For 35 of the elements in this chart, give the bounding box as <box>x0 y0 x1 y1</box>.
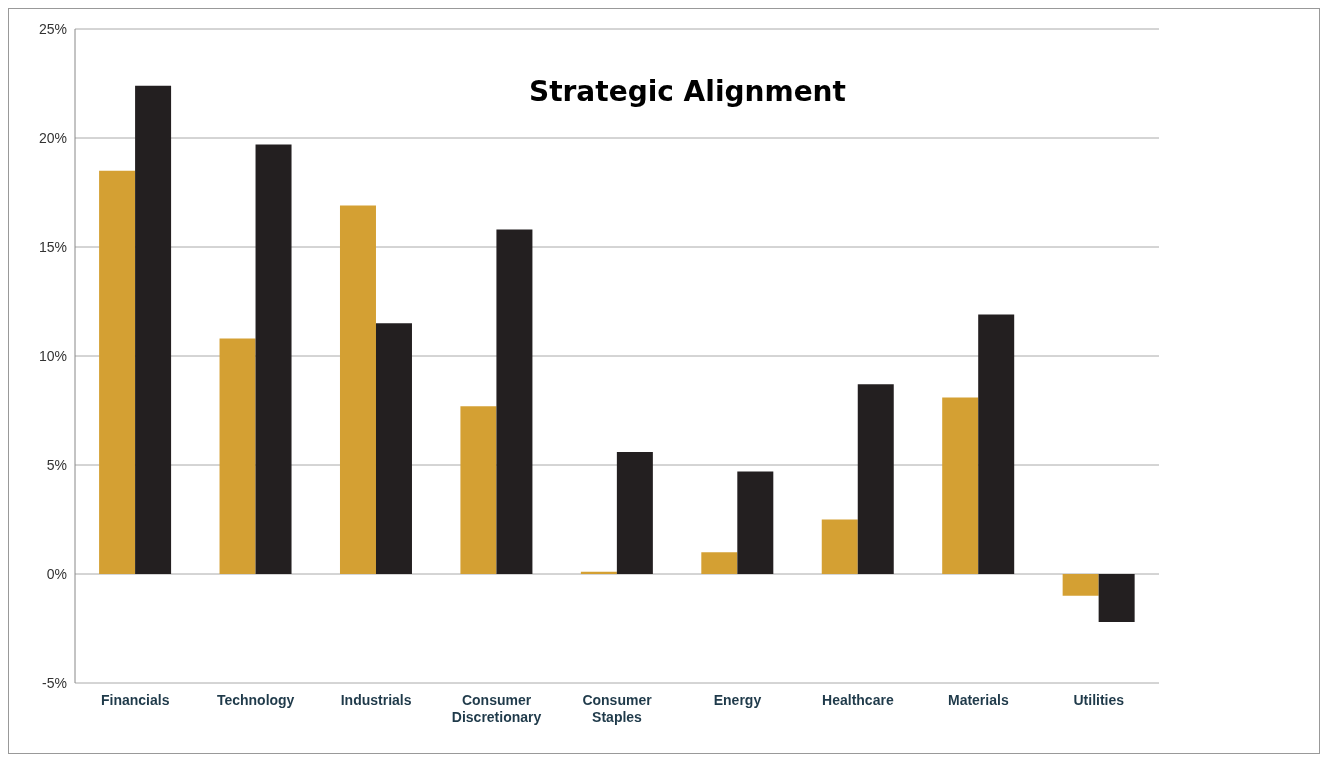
y-tick-label: 15% <box>38 238 67 255</box>
x-tick-label: Utilities <box>1073 692 1125 708</box>
bar <box>496 229 533 574</box>
x-tick-label: Financials <box>100 692 170 708</box>
bar <box>375 323 412 574</box>
x-tick-label: Energy <box>713 692 762 708</box>
bar <box>1098 574 1135 622</box>
bar <box>460 406 497 574</box>
bar <box>701 552 738 574</box>
x-tick-label: Consumer Staples <box>582 692 653 725</box>
x-tick-label: Industrials <box>340 692 412 708</box>
y-tick-label: -5% <box>42 674 67 691</box>
bar <box>857 384 894 574</box>
y-tick-label: 25% <box>38 20 67 37</box>
y-tick-label: 0% <box>46 565 67 582</box>
y-tick-label: 5% <box>46 456 67 473</box>
y-tick-label: 20% <box>38 129 67 146</box>
bar <box>942 397 979 574</box>
bar <box>616 451 653 574</box>
bar <box>99 170 136 574</box>
x-tick-label: Materials <box>947 692 1009 708</box>
bar <box>255 144 292 574</box>
y-tick-label: 10% <box>38 347 67 364</box>
bar <box>1062 574 1099 596</box>
x-tick-label: Technology <box>216 692 295 708</box>
bar <box>821 519 858 574</box>
bar <box>339 205 376 574</box>
text: Strategic Alignment <box>529 75 846 108</box>
bar <box>978 314 1015 574</box>
bar <box>737 471 774 574</box>
x-tick-label: Healthcare <box>822 692 894 708</box>
x-tick-label: Consumer Discretionary <box>451 692 542 725</box>
bar <box>219 338 256 574</box>
bar <box>580 571 617 574</box>
bar <box>135 85 172 574</box>
